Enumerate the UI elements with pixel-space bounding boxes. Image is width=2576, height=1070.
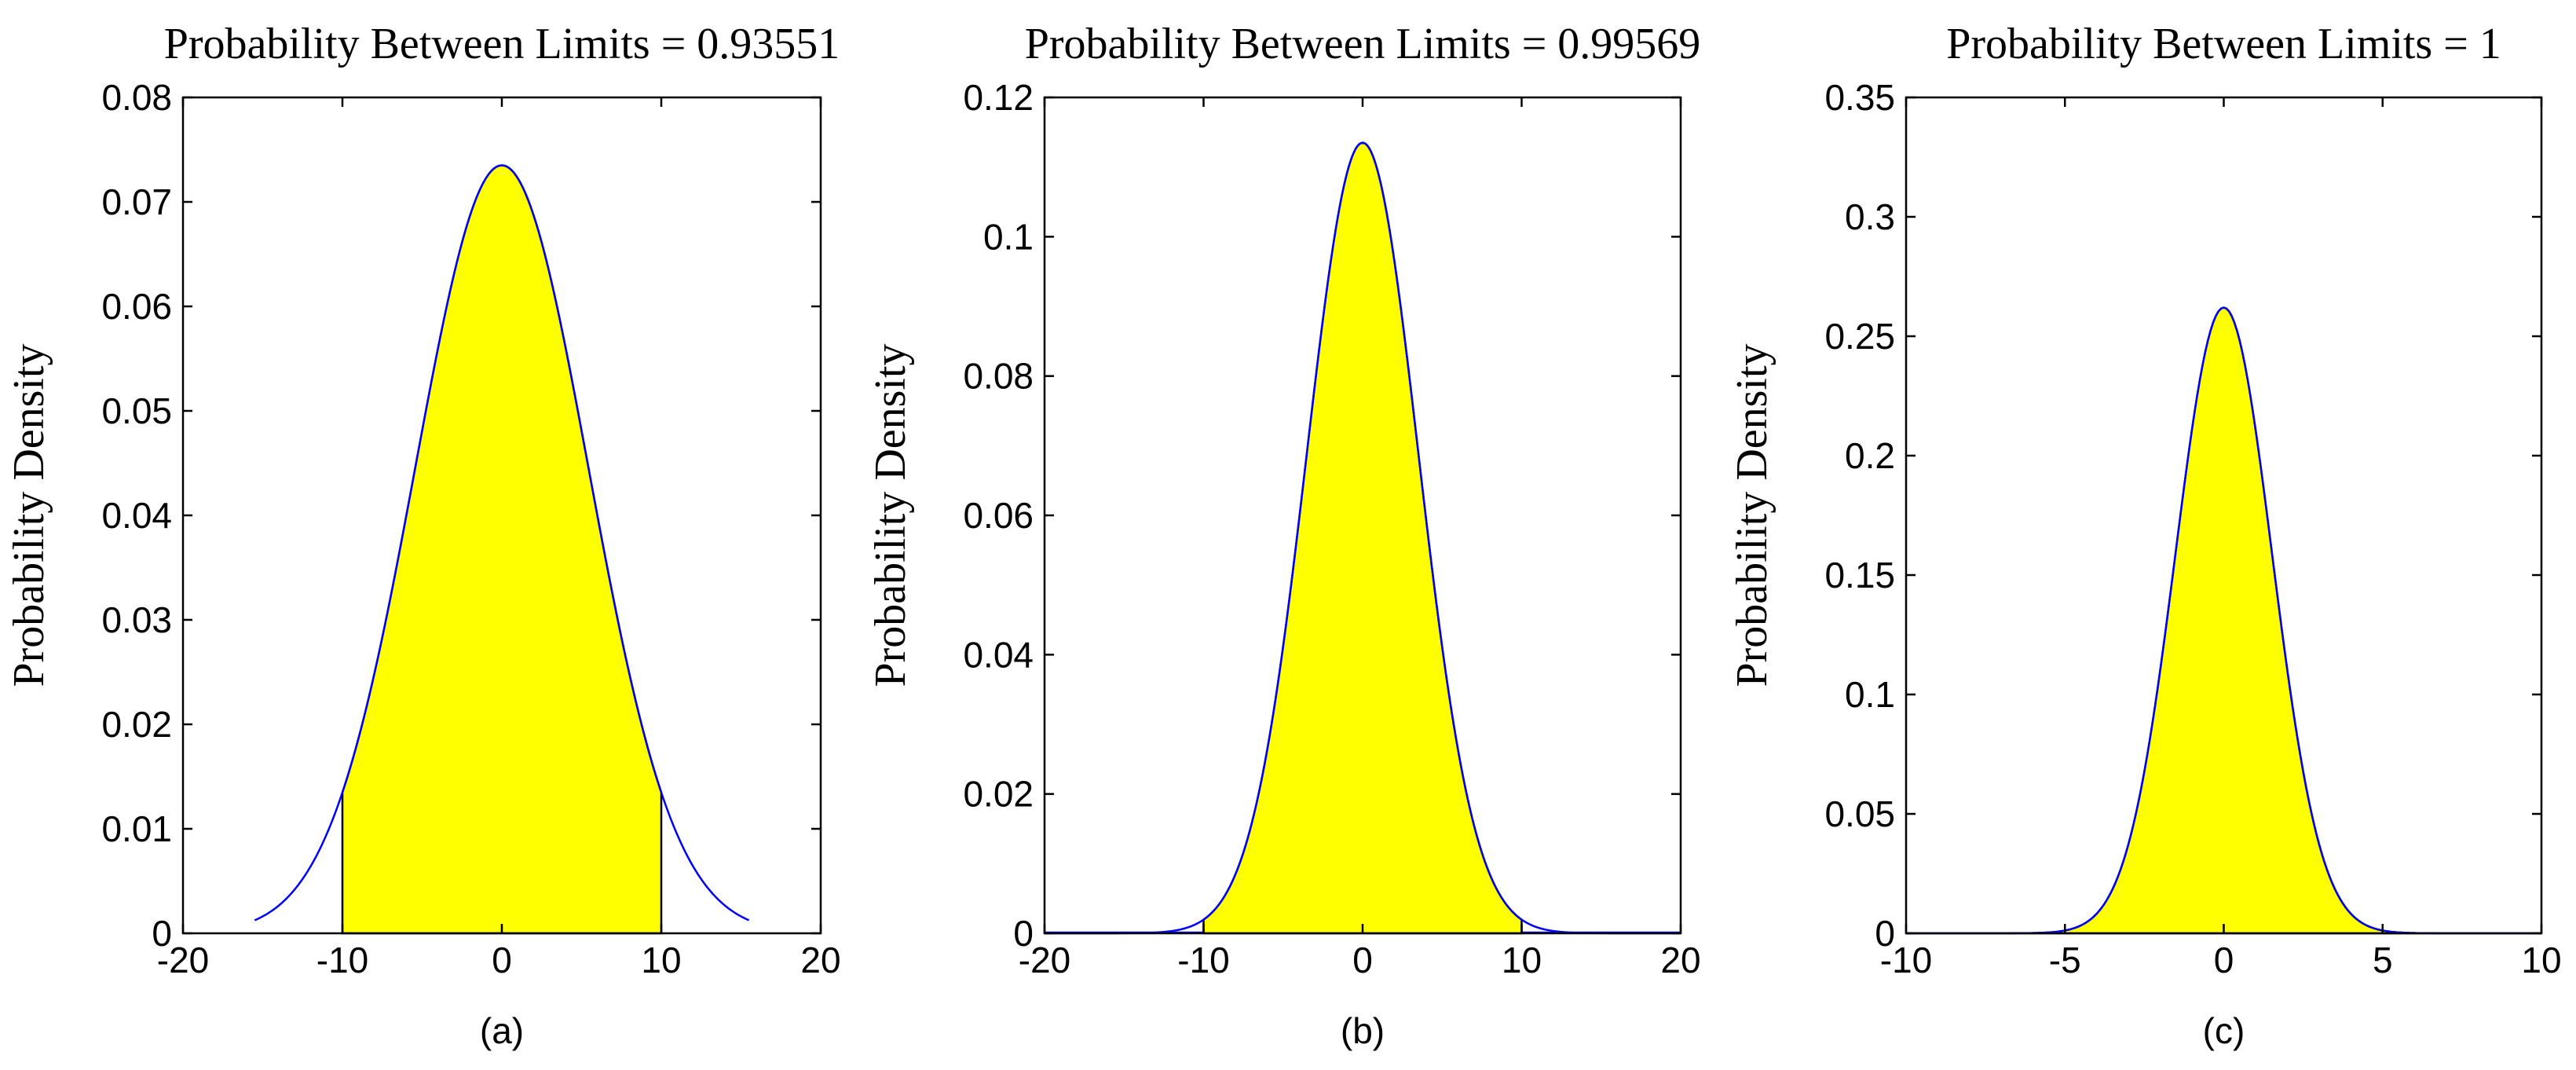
panel-caption-a: (a) xyxy=(480,1010,524,1051)
panel-caption-b: (b) xyxy=(1341,1010,1385,1051)
y-tick-label-c: 0.05 xyxy=(1824,793,1895,834)
y-tick-label-a: 0.03 xyxy=(101,599,172,640)
chart-title-a: Probability Between Limits = 0.93551 xyxy=(164,20,840,68)
y-tick-label-c: 0 xyxy=(1875,913,1895,954)
y-tick-label-b: 0.04 xyxy=(963,634,1034,675)
x-tick-label-c: -5 xyxy=(2049,940,2081,980)
y-tick-label-c: 0.25 xyxy=(1824,316,1895,357)
y-tick-label-b: 0.02 xyxy=(963,774,1034,815)
y-tick-label-c: 0.3 xyxy=(1845,196,1895,237)
y-tick-label-a: 0.06 xyxy=(101,286,172,327)
y-axis-label-a: Probability Density xyxy=(5,343,53,687)
chart-panel-c: -10 -5 0 5 10 0 0.05 0.1 0.15 0.2 0.25 0.3 0.35 Prob… xyxy=(1728,20,2562,1051)
y-tick-label-a: 0.04 xyxy=(101,495,172,536)
y-tick-label-b: 0.12 xyxy=(963,77,1034,118)
y-axis-label-b: Probability Density xyxy=(866,343,915,687)
y-tick-label-b: 0.06 xyxy=(963,495,1034,536)
x-tick-label-a: -10 xyxy=(317,940,368,980)
y-tick-label-c: 0.2 xyxy=(1845,435,1895,476)
shaded-area-c xyxy=(1906,306,2541,935)
chart-title-c: Probability Between Limits = 1 xyxy=(1946,20,2501,68)
y-tick-label-c: 0.35 xyxy=(1824,77,1895,118)
y-tick-label-a: 0.01 xyxy=(101,808,172,849)
x-tick-label-b: -20 xyxy=(1019,940,1070,980)
x-tick-label-b: 10 xyxy=(1502,940,1542,980)
x-tick-label-c: 5 xyxy=(2373,940,2393,980)
y-tick-label-a: 0.05 xyxy=(101,390,172,431)
x-tick-label-c: 10 xyxy=(2521,940,2561,980)
x-tick-label-a: -20 xyxy=(157,940,209,980)
density-curve-a xyxy=(254,164,750,922)
shaded-area-b xyxy=(1202,141,1523,935)
y-tick-label-c: 0.15 xyxy=(1824,555,1895,595)
x-tick-label-c: -10 xyxy=(1880,940,1932,980)
x-tick-label-c: 0 xyxy=(2214,940,2234,980)
x-tick-label-a: 10 xyxy=(641,940,681,980)
x-tick-label-b: -10 xyxy=(1177,940,1229,980)
x-tick-label-b: 20 xyxy=(1660,940,1700,980)
y-tick-label-b: 0.1 xyxy=(983,216,1034,257)
y-axis-label-c: Probability Density xyxy=(1728,343,1776,687)
chart-panel-b: -20 -10 0 10 20 0 0.02 0.04 0.06 0.08 0.1 0.12 Prob… xyxy=(866,20,1701,1051)
chart-title-b: Probability Between Limits = 0.99569 xyxy=(1025,20,1701,68)
plot-area-a: -20 -10 0 10 20 0 0.01 0.02 0.03 0.04 0.05 0.06 0.07… xyxy=(101,77,840,980)
y-tick-label-a: 0.07 xyxy=(101,181,172,222)
x-tick-label-a: 0 xyxy=(492,940,512,980)
x-tick-label-b: 0 xyxy=(1352,940,1373,980)
x-tick-label-a: 20 xyxy=(800,940,840,980)
plot-area-b: -20 -10 0 10 20 0 0.02 0.04 0.06 0.08 0.1 0.12 xyxy=(963,77,1700,980)
y-tick-label-a: 0.02 xyxy=(101,704,172,745)
y-tick-label-c: 0.1 xyxy=(1845,674,1895,715)
shaded-area-a xyxy=(341,164,663,935)
chart-panel-a: -20 -10 0 10 20 0 0.01 0.02 0.03 0.04 0.05 0.06 0.07… xyxy=(5,20,841,1051)
y-tick-label-b: 0.08 xyxy=(963,356,1034,397)
plot-area-c: -10 -5 0 5 10 0 0.05 0.1 0.15 0.2 0.25 0.3 0.35 xyxy=(1824,77,2561,980)
y-tick-label-a: 0.08 xyxy=(101,77,172,118)
y-tick-label-a: 0 xyxy=(152,913,172,954)
y-tick-label-b: 0 xyxy=(1013,913,1034,954)
panel-caption-c: (c) xyxy=(2203,1010,2245,1051)
